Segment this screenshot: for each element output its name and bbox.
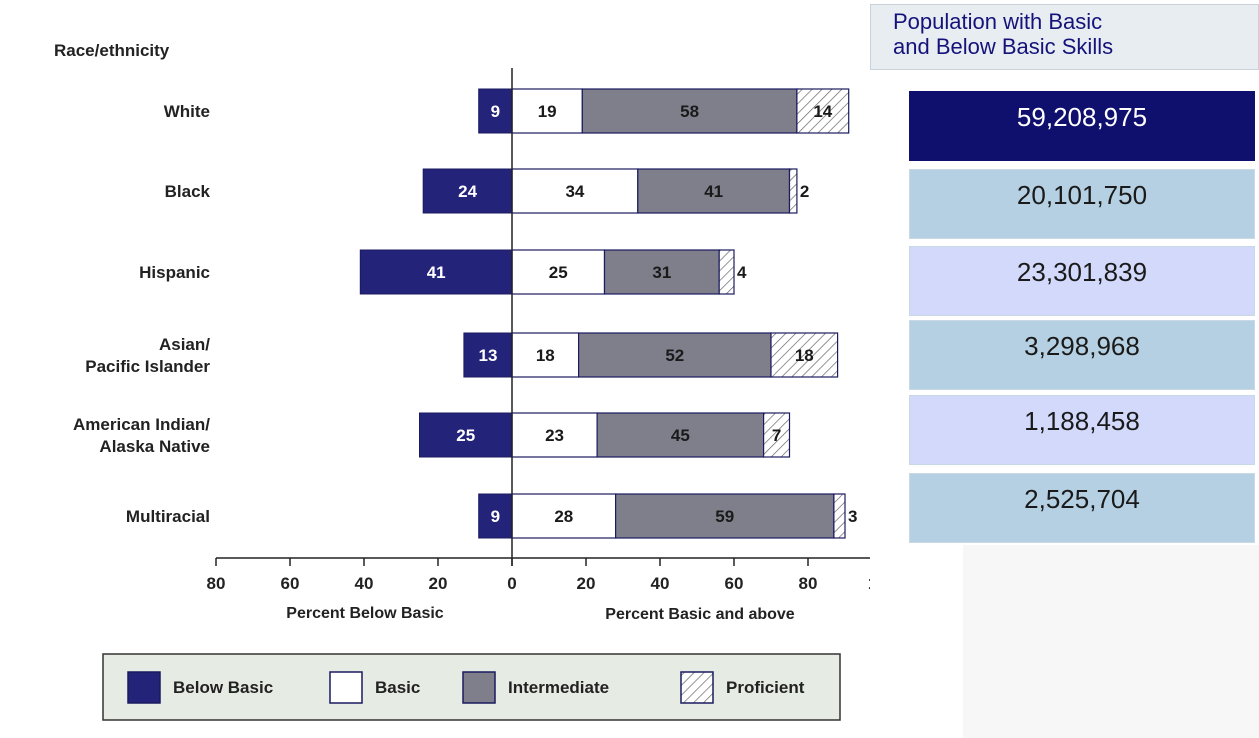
bar-below-basic-hispanic xyxy=(359,249,513,295)
x-tick-label--60: 60 xyxy=(281,574,300,593)
bar-basic-asian-pacific-islander xyxy=(511,332,580,378)
bar-label-proficient-american-indian-alaska-native: 7 xyxy=(772,426,781,445)
bar-label-basic-american-indian-alaska-native: 23 xyxy=(545,426,564,445)
population-value-asian-pacific-islander: 3,298,968 xyxy=(909,320,1255,390)
bar-label-basic-white: 19 xyxy=(538,102,557,121)
bar-label-basic-multiracial: 28 xyxy=(554,507,573,526)
bar-label-below-basic-american-indian-alaska-native: 25 xyxy=(456,426,475,445)
bar-label-below-basic-multiracial: 9 xyxy=(491,507,500,526)
population-value-american-indian-alaska-native: 1,188,458 xyxy=(909,395,1255,465)
bar-label-below-basic-white: 9 xyxy=(491,102,500,121)
bar-intermediate-multiracial xyxy=(614,493,835,539)
bar-proficient-american-indian-alaska-native xyxy=(762,412,791,458)
bar-label-intermediate-white: 58 xyxy=(680,102,699,121)
legend-swatch-below-basic xyxy=(127,671,161,704)
bar-label-basic-asian-pacific-islander: 18 xyxy=(536,346,555,365)
bar-intermediate-white xyxy=(581,88,798,134)
legend-label-proficient: Proficient xyxy=(726,678,805,697)
population-header: Population with Basic and Below Basic Sk… xyxy=(870,4,1259,70)
x-tick-label--20: 20 xyxy=(429,574,448,593)
legend-swatch-proficient xyxy=(680,671,714,704)
bar-label-proficient-multiracial: 3 xyxy=(848,507,857,526)
category-label-multiracial: Multiracial xyxy=(126,507,210,526)
population-value-multiracial: 2,525,704 xyxy=(909,473,1255,543)
side-panel-background xyxy=(963,545,1259,738)
x-tick-label-40: 40 xyxy=(651,574,670,593)
bar-intermediate-hispanic xyxy=(603,249,720,295)
category-header: Race/ethnicity xyxy=(54,41,170,60)
bar-proficient-white xyxy=(796,88,850,134)
x-axis-title-left: Percent Below Basic xyxy=(286,605,444,622)
category-label-black: Black xyxy=(165,182,211,201)
bar-basic-multiracial xyxy=(511,493,617,539)
bar-below-basic-multiracial xyxy=(478,493,513,539)
bar-intermediate-black xyxy=(637,168,791,214)
category-label-asian-pacific-islander: Asian/Pacific Islander xyxy=(85,335,210,376)
bar-label-below-basic-hispanic: 41 xyxy=(427,263,446,282)
bar-label-proficient-white: 14 xyxy=(813,102,832,121)
bar-label-proficient-hispanic: 4 xyxy=(737,263,747,282)
bar-label-basic-hispanic: 25 xyxy=(549,263,568,282)
bar-proficient-multiracial xyxy=(833,493,846,539)
x-tick-label-60: 60 xyxy=(725,574,744,593)
category-label-american-indian-alaska-native: American Indian/Alaska Native xyxy=(73,415,210,456)
bar-proficient-hispanic xyxy=(718,249,735,295)
bar-below-basic-white xyxy=(478,88,513,134)
bar-below-basic-black xyxy=(422,168,513,214)
x-tick-label-80: 80 xyxy=(799,574,818,593)
legend-label-below-basic: Below Basic xyxy=(173,678,273,697)
population-header-line-1: Population with Basic xyxy=(893,9,1103,34)
population-value-hispanic: 23,301,839 xyxy=(909,246,1255,316)
legend: Below Basic Basic Intermediate Proficient xyxy=(102,653,841,721)
population-value-black: 20,101,750 xyxy=(909,169,1255,239)
population-value-white: 59,208,975 xyxy=(909,91,1255,161)
x-tick-label-0: 0 xyxy=(507,574,516,593)
bar-proficient-black xyxy=(788,168,798,214)
x-tick-label--80: 80 xyxy=(207,574,226,593)
bar-label-intermediate-hispanic: 31 xyxy=(652,263,671,282)
bar-basic-white xyxy=(511,88,583,134)
bar-label-proficient-asian-pacific-islander: 18 xyxy=(795,346,814,365)
legend-label-basic: Basic xyxy=(375,678,420,697)
legend-swatch-intermediate xyxy=(462,671,496,704)
population-header-line-2: and Below Basic Skills xyxy=(893,34,1114,59)
bar-proficient-asian-pacific-islander xyxy=(770,332,839,378)
legend-swatch-basic xyxy=(329,671,363,704)
bar-label-proficient-black: 2 xyxy=(800,182,809,201)
bar-label-intermediate-american-indian-alaska-native: 45 xyxy=(671,426,690,445)
bar-label-below-basic-black: 24 xyxy=(458,182,477,201)
bar-label-intermediate-black: 41 xyxy=(704,182,723,201)
bar-label-intermediate-multiracial: 59 xyxy=(715,507,734,526)
x-tick-label-100: 100 xyxy=(868,574,870,593)
diverging-bar-chart: Race/ethnicity 9 19 58 14 24 34 41 2 41 25 31 4 13 18… xyxy=(54,41,870,721)
bar-label-basic-black: 34 xyxy=(565,182,584,201)
category-label-white: White xyxy=(164,102,210,121)
bar-intermediate-american-indian-alaska-native xyxy=(596,412,765,458)
x-tick-label-20: 20 xyxy=(577,574,596,593)
category-label-hispanic: Hispanic xyxy=(139,263,210,282)
legend-label-intermediate: Intermediate xyxy=(508,678,609,697)
x-tick-label--40: 40 xyxy=(355,574,374,593)
x-axis-title-right: Percent Basic and above xyxy=(605,606,795,623)
bar-intermediate-asian-pacific-islander xyxy=(577,332,772,378)
bar-label-below-basic-asian-pacific-islander: 13 xyxy=(478,346,497,365)
bar-label-intermediate-asian-pacific-islander: 52 xyxy=(665,346,684,365)
